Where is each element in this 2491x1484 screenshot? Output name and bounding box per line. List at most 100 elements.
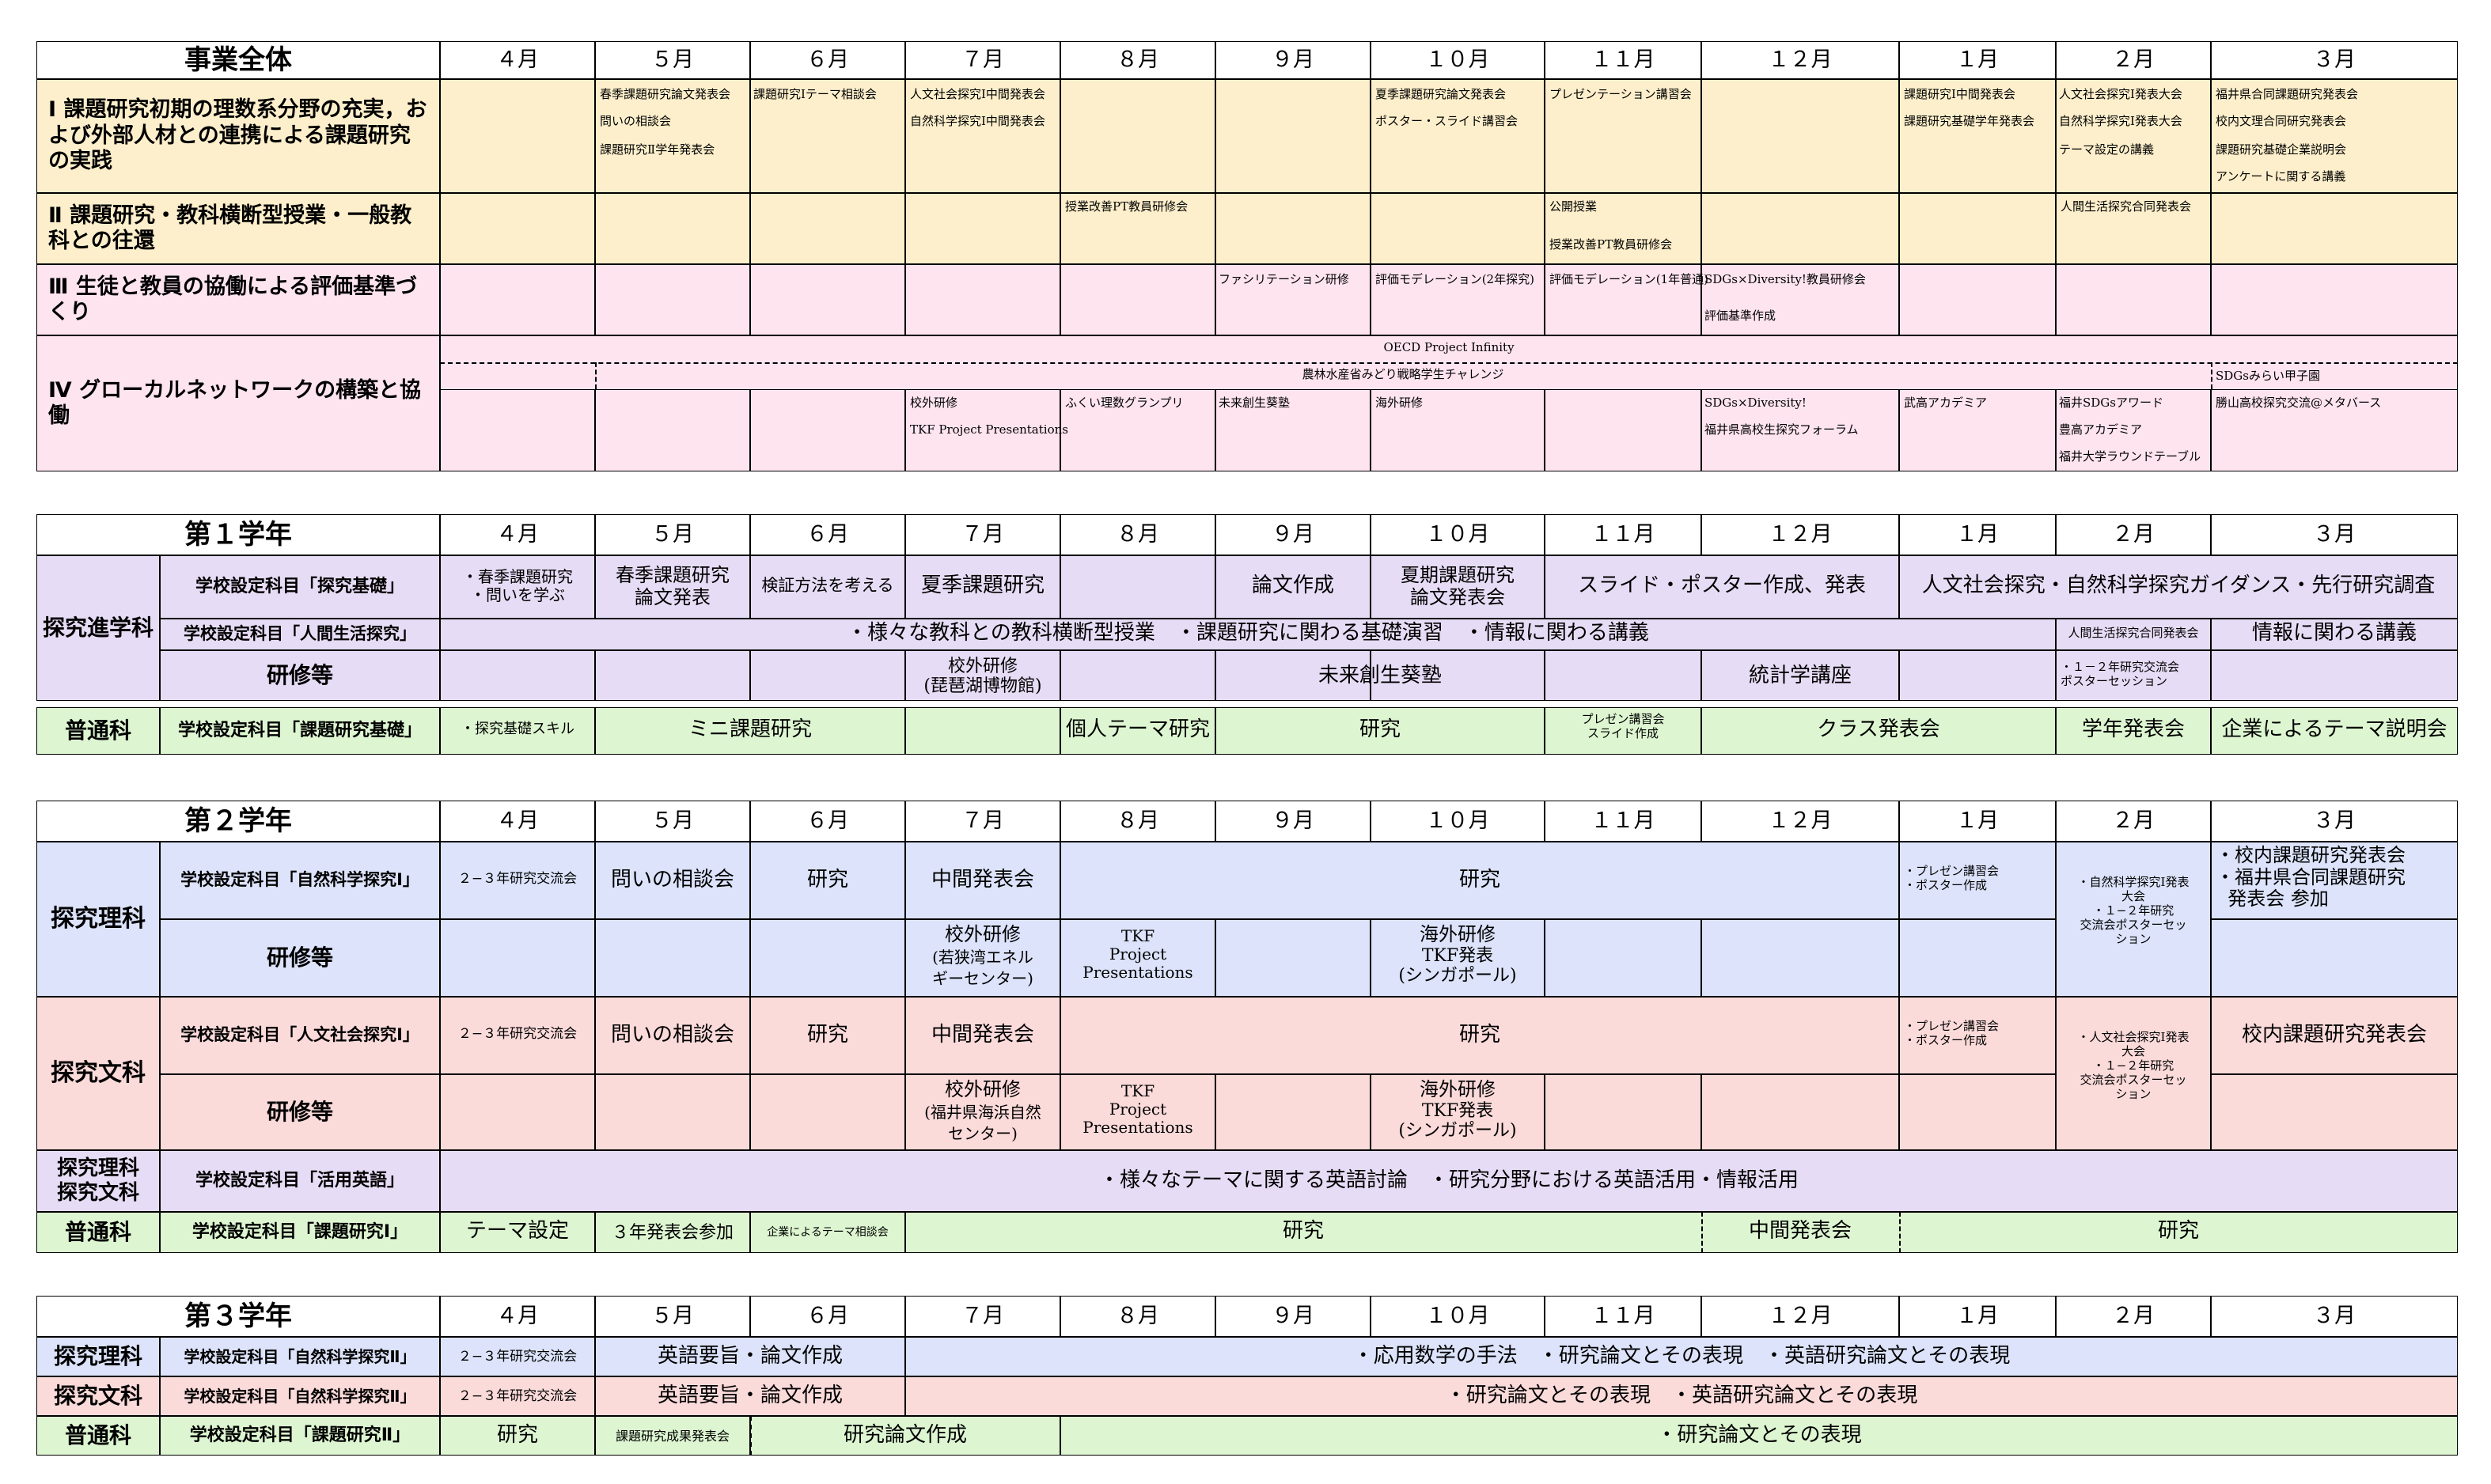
event: 未来創生葵塾 [1219, 396, 1291, 410]
month-mar: ３月 [2211, 41, 2458, 79]
text: 未来創生葵塾 [1318, 664, 1442, 687]
text: 発表会 参加 [2227, 888, 2329, 910]
text: センター) [948, 1124, 1018, 1144]
cell [1215, 650, 1371, 701]
text: クラス発表会 [1817, 717, 1940, 741]
section-title-overall: 事業全体 [36, 41, 440, 79]
text: (琵琶湖博物館) [923, 676, 1042, 697]
month-jul: ７月 [905, 801, 1060, 842]
cell [1060, 79, 1215, 193]
cell [750, 1416, 1060, 1456]
month-nov: １１月 [1545, 514, 1701, 555]
text: 検証方法を考える [761, 576, 894, 595]
event: TKF Project Presentations [910, 422, 1068, 437]
event: SDGs×Diversity!教員研修会 [1704, 272, 1866, 286]
month-dec: １２月 [1701, 41, 1899, 79]
text: 校外研修 [947, 657, 1018, 676]
event: 自然科学探究Ⅰ中間発表会 [910, 114, 1045, 128]
month-jul: ７月 [905, 1296, 1060, 1337]
category-2: Ⅱ 課題研究・教科横断型授業・一般教科との往還 [36, 193, 440, 264]
cell [440, 997, 595, 1074]
label: ・１－２年研究交流会 ポスターセッション [2061, 660, 2179, 688]
month-sep: ９月 [1215, 801, 1371, 842]
cell [2056, 193, 2211, 264]
cell [1060, 919, 1215, 997]
text: ・１−２年研究 [2092, 1058, 2174, 1073]
subject-kenshu: 研修等 [160, 919, 440, 997]
dept-tankyu-rika: 探究理科 [36, 1337, 160, 1376]
text: 交流会ポスターセッ [2080, 1073, 2187, 1087]
text: プレゼン講習会 [1581, 712, 1665, 726]
text: 企業によるテーマ説明会 [2221, 717, 2447, 741]
cell [2056, 619, 2211, 650]
event: テーマ設定の講義 [2059, 142, 2155, 157]
text: ・自然科学探究Ⅰ発表 [2077, 875, 2190, 889]
text: ２−３年研究交流会 [457, 871, 578, 887]
cell [1899, 650, 2056, 701]
text: 問いの相談会 [610, 1023, 734, 1047]
text: 研究 [2157, 1219, 2199, 1243]
event: 春季課題研究論文発表会 [600, 87, 731, 101]
event: 福井県高校生探究フォーラム [1704, 422, 1859, 437]
cell [905, 1074, 1060, 1150]
event: 校外研修 [910, 396, 958, 410]
cell [750, 1074, 905, 1150]
cell [905, 555, 1060, 619]
label: 海外研修 TKF発表 (シンガポール) [1371, 1078, 1545, 1141]
cell [595, 1337, 905, 1376]
dept-tankyu-shingaku: 探究進学科 [36, 555, 160, 701]
cell [1899, 1074, 2056, 1150]
cell [1545, 650, 1701, 701]
subject-shizen-kagaku-2: 学校設定科目「自然科学探究Ⅱ」 [160, 1337, 440, 1376]
subject-kadai-kenkyu-2: 学校設定科目「課題研究Ⅱ」 [160, 1416, 440, 1456]
month-may: ５月 [595, 801, 750, 842]
month-dec: １２月 [1701, 514, 1899, 555]
subject-ningen-seikatsu: 学校設定科目「人間生活探究」 [160, 619, 440, 650]
text: 個人テーマ研究 [1065, 717, 1210, 741]
month-jan: １月 [1899, 514, 2056, 555]
event: ファシリテーション研修 [1219, 272, 1349, 286]
month-sep: ９月 [1215, 41, 1371, 79]
cell [1701, 1074, 1899, 1150]
cell [1545, 79, 1701, 193]
text: 探究理科 [56, 1156, 139, 1180]
cell [440, 264, 595, 335]
text: 交流会ポスターセッ [2080, 918, 2187, 932]
cell [1701, 264, 1899, 335]
label: ・春季課題研究 ・問いを学ぶ [440, 568, 595, 604]
text: 夏期課題研究 [1401, 564, 1515, 586]
text: ２−３年研究交流会 [457, 1026, 578, 1042]
label: ・校内課題研究発表会 ・福井県合同課題研究 発表会 参加 [2216, 844, 2406, 910]
cell [1545, 389, 1701, 471]
event: 豊高アカデミア [2059, 422, 2143, 437]
text: テーマ設定 [465, 1219, 569, 1243]
month-dec: １２月 [1701, 1296, 1899, 1337]
cell [905, 389, 1060, 471]
cell [1371, 555, 1545, 619]
cell [905, 79, 1060, 193]
cell [2211, 79, 2458, 193]
text: (シンガポール) [1398, 965, 1517, 986]
cell [750, 919, 905, 997]
event: 課題研究Ⅰテーマ相談会 [753, 87, 877, 101]
text: 大会 [2121, 889, 2145, 903]
subject-kenshu: 研修等 [160, 1074, 440, 1150]
month-oct: １０月 [1371, 801, 1545, 842]
cell [595, 1212, 750, 1253]
dept-tankyu-rika: 探究理科 [36, 842, 160, 997]
cell [1060, 997, 1899, 1074]
event: 課題研究基礎企業説明会 [2216, 142, 2347, 157]
cell [1215, 264, 1371, 335]
event: 課題研究Ⅰ中間発表会 [1904, 87, 2015, 101]
text: ・春季課題研究 [462, 567, 573, 586]
month-nov: １１月 [1545, 41, 1701, 79]
label: TKF Project Presentations [1060, 1082, 1215, 1137]
cell [905, 193, 1060, 264]
cell [1060, 842, 1899, 919]
event: 評価基準作成 [1704, 309, 1776, 323]
text: ２−３年研究交流会 [457, 1349, 578, 1365]
event: 勝山高校探究交流@メタバース [2216, 396, 2382, 410]
text: スライド作成 [1587, 726, 1659, 740]
cell [2056, 997, 2211, 1150]
cell [905, 650, 1060, 701]
